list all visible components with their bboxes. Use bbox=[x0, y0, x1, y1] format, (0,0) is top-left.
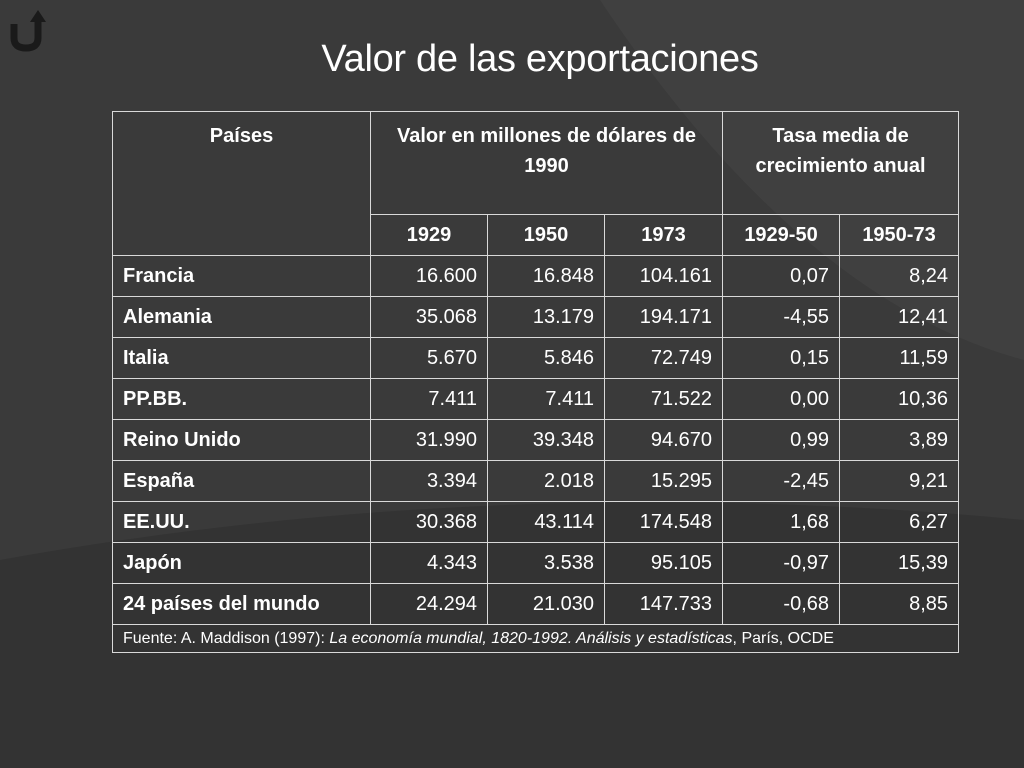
header-countries: Países bbox=[112, 111, 371, 256]
value-cell: 35.068 bbox=[370, 296, 488, 338]
table-row: 24 países del mundo 24.294 21.030 147.733 -0… bbox=[112, 583, 960, 625]
source-prefix: Fuente: A. Maddison (1997): bbox=[123, 630, 330, 647]
value-cell: 13.179 bbox=[487, 296, 605, 338]
country-cell: PP.BB. bbox=[112, 378, 371, 420]
value-cell: 21.030 bbox=[487, 583, 605, 625]
value-cell: 7.411 bbox=[370, 378, 488, 420]
year-1950: 1950 bbox=[487, 214, 605, 256]
table-row: Francia 16.600 16.848 104.161 0,07 8,24 bbox=[112, 255, 960, 297]
value-cell: 31.990 bbox=[370, 419, 488, 461]
country-cell: Francia bbox=[112, 255, 371, 297]
value-cell: -4,55 bbox=[722, 296, 841, 338]
value-cell: 10,36 bbox=[839, 378, 960, 420]
table-row: Reino Unido 31.990 39.348 94.670 0,99 3,89 bbox=[112, 419, 960, 461]
value-cell: 30.368 bbox=[370, 501, 488, 543]
country-cell: Alemania bbox=[112, 296, 371, 338]
value-cell: 0,15 bbox=[722, 337, 841, 379]
country-cell: Reino Unido bbox=[112, 419, 371, 461]
value-cell: 9,21 bbox=[839, 460, 960, 502]
value-cell: 15,39 bbox=[839, 542, 960, 584]
exports-table: Países Valor en millones de dólares de 1… bbox=[111, 111, 960, 653]
table-body: Francia 16.600 16.848 104.161 0,07 8,24 Aleman… bbox=[112, 255, 960, 625]
header-value: Valor en millones de dólares de 1990 bbox=[369, 111, 724, 215]
value-cell: -0,97 bbox=[722, 542, 841, 584]
year-1929: 1929 bbox=[370, 214, 488, 256]
value-cell: 3.394 bbox=[370, 460, 488, 502]
table-row: EE.UU. 30.368 43.114 174.548 1,68 6,27 bbox=[112, 501, 960, 543]
page-title: Valor de las exportaciones bbox=[321, 38, 759, 80]
country-cell: España bbox=[112, 460, 371, 502]
source-note: Fuente: A. Maddison (1997): La economía … bbox=[111, 624, 960, 653]
source-work: La economía mundial, 1820-1992. Análisis… bbox=[329, 630, 733, 647]
country-cell: Japón bbox=[112, 542, 371, 584]
value-cell: 174.548 bbox=[603, 501, 724, 543]
year-row: 1929 1950 1973 1929-50 1950-73 bbox=[113, 214, 960, 256]
value-cell: 3.538 bbox=[487, 542, 605, 584]
table-row: Alemania 35.068 13.179 194.171 -4,55 12,41 bbox=[112, 296, 960, 338]
value-cell: 4.343 bbox=[370, 542, 488, 584]
value-cell: 15.295 bbox=[603, 460, 724, 502]
value-cell: 71.522 bbox=[603, 378, 724, 420]
value-cell: 5.670 bbox=[370, 337, 488, 379]
country-cell: 24 países del mundo bbox=[112, 583, 371, 625]
value-cell: 0,00 bbox=[722, 378, 841, 420]
table-row: Italia 5.670 5.846 72.749 0,15 11,59 bbox=[112, 337, 960, 379]
value-cell: 147.733 bbox=[603, 583, 724, 625]
value-cell: 194.171 bbox=[603, 296, 724, 338]
value-cell: 24.294 bbox=[370, 583, 488, 625]
value-cell: 2.018 bbox=[487, 460, 605, 502]
value-cell: 16.848 bbox=[487, 255, 605, 297]
header-rate: Tasa media de crecimiento anual bbox=[722, 111, 960, 215]
country-cell: Italia bbox=[112, 337, 371, 379]
source-row: Fuente: A. Maddison (1997): La economía … bbox=[111, 624, 960, 653]
value-cell: 94.670 bbox=[603, 419, 724, 461]
value-cell: 3,89 bbox=[839, 419, 960, 461]
table-row: España 3.394 2.018 15.295 -2,45 9,21 bbox=[112, 460, 960, 502]
year-1973: 1973 bbox=[603, 214, 724, 256]
header-row: Países Valor en millones de dólares de 1… bbox=[112, 111, 960, 256]
value-cell: 8,85 bbox=[839, 583, 960, 625]
value-cell: 1,68 bbox=[722, 501, 841, 543]
value-cell: 39.348 bbox=[487, 419, 605, 461]
source-suffix: , París, OCDE bbox=[732, 630, 834, 647]
table-row: Japón 4.343 3.538 95.105 -0,97 15,39 bbox=[112, 542, 960, 584]
value-cell: 0,07 bbox=[722, 255, 841, 297]
value-cell: 12,41 bbox=[839, 296, 960, 338]
return-arrow-icon[interactable] bbox=[6, 8, 50, 52]
value-cell: 5.846 bbox=[487, 337, 605, 379]
value-cell: -2,45 bbox=[722, 460, 841, 502]
value-cell: 7.411 bbox=[487, 378, 605, 420]
value-cell: 43.114 bbox=[487, 501, 605, 543]
value-cell: 16.600 bbox=[370, 255, 488, 297]
value-cell: 8,24 bbox=[839, 255, 960, 297]
country-cell: EE.UU. bbox=[112, 501, 371, 543]
value-cell: 95.105 bbox=[603, 542, 724, 584]
table-row: PP.BB. 7.411 7.411 71.522 0,00 10,36 bbox=[112, 378, 960, 420]
value-cell: -0,68 bbox=[722, 583, 841, 625]
value-cell: 104.161 bbox=[603, 255, 724, 297]
period-1929-50: 1929-50 bbox=[722, 214, 841, 256]
value-cell: 0,99 bbox=[722, 419, 841, 461]
value-cell: 6,27 bbox=[839, 501, 960, 543]
value-cell: 72.749 bbox=[603, 337, 724, 379]
value-cell: 11,59 bbox=[839, 337, 960, 379]
period-1950-73: 1950-73 bbox=[839, 214, 960, 256]
